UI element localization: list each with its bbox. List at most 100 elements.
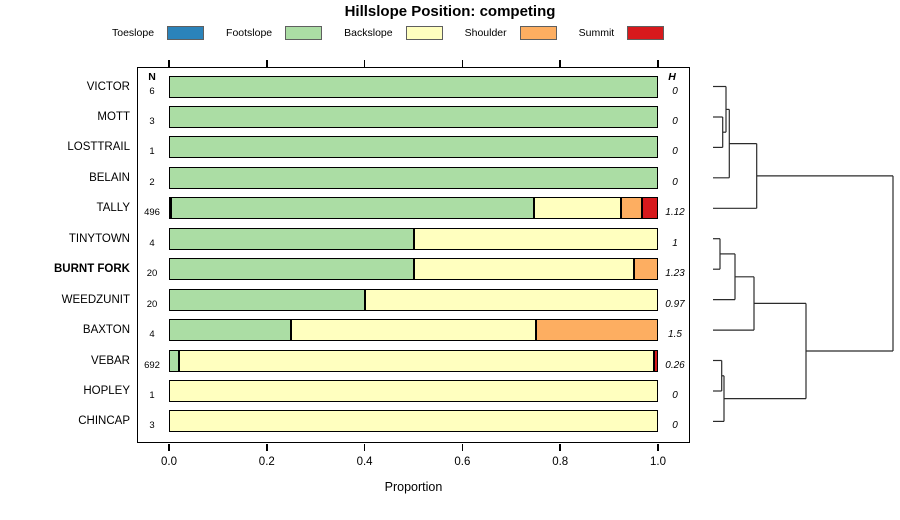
h-value-chincap: 0 [672, 420, 678, 432]
legend-item-footslope: Footslope [226, 26, 323, 40]
legend-item-summit: Summit [579, 26, 665, 40]
bar-row-baxton [169, 319, 658, 342]
n-value-baxton: 4 [149, 329, 155, 341]
n-column-header: N [148, 71, 156, 83]
n-value-belain: 2 [149, 176, 155, 188]
n-value-tally: 496 [144, 207, 160, 219]
bar-segment-footslope [169, 349, 179, 372]
axis-tick [363, 60, 366, 67]
row-label-belain: BELAIN [89, 171, 130, 184]
axis-tick-label: 0.6 [454, 456, 471, 468]
bar-row-tally [169, 197, 658, 220]
n-value-hopley: 1 [149, 390, 155, 401]
bar-row-victor [169, 75, 658, 98]
h-column-header: H [668, 71, 676, 83]
bar-row-mott [169, 105, 658, 128]
n-value-losttrail: 1 [149, 146, 155, 158]
n-value-chincap: 3 [149, 420, 155, 432]
row-label-burnt-fork: BURNT FORK [53, 263, 130, 276]
bar-segment-shoulder [535, 319, 658, 342]
bar-segment-shoulder [633, 258, 658, 281]
axis-tick [461, 60, 464, 67]
bar-segment-footslope [169, 105, 658, 128]
axis-tick-label: 0.8 [552, 456, 569, 468]
bar-row-hopley [169, 380, 658, 402]
bar-segment-backslope [291, 319, 536, 342]
x-axis-label: Proportion [384, 480, 443, 494]
row-label-mott: MOTT [97, 110, 130, 123]
axis-tick [559, 443, 561, 451]
bar-segment-backslope [413, 227, 658, 250]
bar-row-tinytown [169, 227, 658, 250]
h-value-victor: 0 [672, 85, 678, 97]
legend-label: Summit [578, 27, 615, 39]
h-value-baxton: 1.5 [668, 329, 682, 341]
legend-swatch-backslope [405, 26, 443, 40]
h-value-mott: 0 [672, 115, 678, 127]
n-value-victor: 6 [149, 85, 155, 97]
bar-segment-footslope [169, 258, 414, 281]
h-value-tinytown: 1 [672, 237, 678, 249]
axis-tick [168, 60, 170, 67]
n-value-burnt-fork: 20 [146, 268, 158, 280]
n-value-mott: 3 [149, 115, 155, 127]
n-value-vebar: 692 [144, 359, 160, 371]
bar-row-belain [169, 166, 658, 189]
axis-tick-label: 0.2 [258, 456, 275, 468]
row-label-victor: VICTOR [86, 80, 130, 93]
bar-segment-footslope [169, 136, 658, 159]
bar-segment-footslope [169, 319, 292, 342]
legend-label: Backslope [344, 27, 393, 39]
axis-tick-label: 0.0 [161, 456, 177, 468]
bar-segment-backslope [169, 410, 658, 433]
bar-segment-shoulder [620, 197, 643, 220]
h-value-tally: 1.12 [665, 207, 685, 219]
legend-label: Toeslope [112, 27, 155, 39]
h-value-vebar: 0.26 [665, 359, 685, 371]
bar-row-weedzunit [169, 288, 658, 311]
chart-title: Hillslope Position: competing [344, 3, 556, 20]
row-label-vebar: VEBAR [91, 354, 130, 367]
row-label-hopley: HOPLEY [83, 385, 130, 397]
axis-tick-label: 0.4 [356, 456, 373, 468]
h-value-hopley: 0 [672, 390, 678, 401]
bar-segment-backslope [413, 258, 634, 281]
axis-tick [266, 443, 268, 451]
legend-item-toeslope: Toeslope [112, 26, 205, 40]
bar-segment-footslope [170, 197, 534, 220]
bar-row-losttrail [169, 136, 658, 159]
axis-tick [363, 443, 366, 451]
h-value-weedzunit: 0.97 [665, 298, 685, 310]
axis-tick-label: 1.0 [650, 456, 666, 468]
legend-swatch-footslope [285, 26, 323, 40]
row-label-baxton: BAXTON [82, 324, 130, 337]
legend-swatch-toeslope [167, 26, 205, 40]
bar-segment-summit [654, 349, 658, 372]
axis-tick [559, 60, 561, 67]
axis-tick [657, 60, 659, 67]
n-value-weedzunit: 20 [146, 298, 158, 310]
h-value-losttrail: 0 [672, 146, 678, 158]
bar-segment-footslope [169, 227, 414, 250]
bar-segment-backslope [364, 288, 658, 311]
legend-item-shoulder: Shoulder [465, 26, 557, 40]
bar-segment-footslope [169, 166, 658, 189]
legend-item-backslope: Backslope [344, 26, 443, 40]
legend-label: Footslope [226, 27, 273, 39]
legend-label: Shoulder [464, 27, 507, 39]
legend: Toeslope Footslope Backslope Shoulder Summit [112, 26, 686, 40]
row-label-losttrail: LOSTTRAIL [67, 141, 130, 154]
axis-tick [266, 60, 268, 67]
row-label-weedzunit: WEEDZUNIT [61, 293, 130, 306]
bar-segment-backslope [533, 197, 621, 220]
h-value-burnt-fork: 1.23 [665, 268, 685, 280]
legend-swatch-summit [627, 26, 665, 40]
legend-swatch-shoulder [519, 26, 557, 40]
row-label-tinytown: TINYTOWN [68, 232, 130, 245]
row-label-tally: TALLY [96, 202, 130, 215]
bar-row-chincap [169, 410, 658, 433]
row-label-chincap: CHINCAP [78, 415, 130, 428]
axis-tick [657, 443, 659, 451]
n-value-tinytown: 4 [149, 237, 155, 249]
